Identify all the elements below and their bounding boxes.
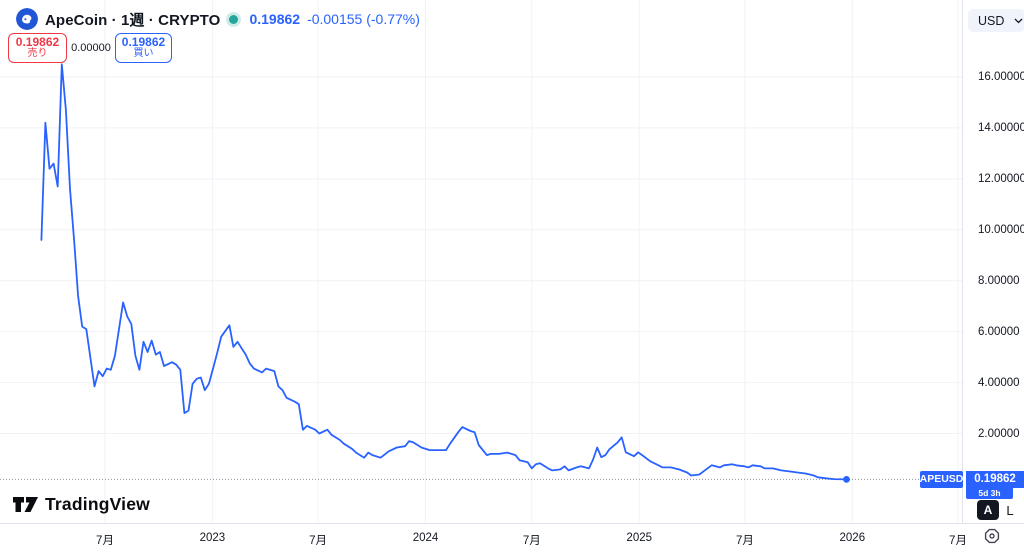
header-price-change: -0.00155 (-0.77%) [307,11,420,27]
time-tick-label: 7月 [949,535,966,547]
time-scale[interactable]: 7月 2023 7月 2024 7月 2025 7月 2026 7月 [0,523,1024,553]
price-tick-label: 10.00000 [978,223,1024,236]
time-tick-label: 2025 [626,532,653,544]
countdown-badge: 5d 3h [966,487,1013,499]
time-tick-label: 2024 [412,532,439,544]
price-tick-label: 8.00000 [978,274,1020,287]
price-tick-label: 2.00000 [978,427,1020,440]
chevron-down-icon [1014,18,1023,23]
currency-label: USD [978,13,1005,28]
spread-value: 0.00000 [71,42,111,54]
time-tick-label: 7月 [735,535,754,547]
chart-header: ApeCoin · 1週 · CRYPTO 0.19862 -0.00155 (… [16,6,420,32]
market-open-dot-icon [229,14,239,24]
price-tick-label: 16.00000 [978,71,1024,83]
tradingview-logo-text: TradingView [45,494,150,514]
auto-scale-button[interactable]: A [977,500,999,520]
tradingview-logo[interactable]: TradingView [13,494,150,515]
order-panel: 0.19862 売り 0.00000 0.19862 買い [8,33,172,63]
tradingview-logo-icon [13,497,38,512]
symbol-badge: APEUSD [920,470,963,488]
buy-button[interactable]: 0.19862 買い [115,33,172,63]
currency-selector[interactable]: USD [968,9,1024,32]
price-tick-label: 6.00000 [978,325,1020,338]
price-chart [0,0,962,523]
buy-price: 0.19862 [121,35,166,50]
price-scale[interactable]: USD 16.00000 14.00000 12.00000 10.00000 8.00… [962,0,1024,523]
sell-button[interactable]: 0.19862 売り [8,33,67,63]
buy-label: 買い [133,48,154,60]
time-tick-label: 2023 [199,532,226,544]
gridlines [0,0,962,523]
price-tick-label: 14.00000 [978,121,1024,134]
last-point-dot [843,476,850,483]
apecoin-logo-icon [16,8,38,30]
settings-gear-icon[interactable] [983,527,1001,545]
current-price-badge: 0.19862 [966,470,1024,488]
chart-plot-area[interactable] [0,0,962,523]
sell-label: 売り [27,48,48,60]
symbol-title[interactable]: ApeCoin · 1週 · CRYPTO [45,11,221,29]
log-scale-button[interactable]: L [1006,502,1014,518]
series-line [40,63,848,481]
price-tick-label: 12.00000 [978,172,1024,185]
time-tick-label: 2026 [839,532,866,544]
sell-price: 0.19862 [15,35,60,50]
header-last-price: 0.19862 [249,11,301,27]
price-tick-label: 4.00000 [978,376,1020,389]
time-tick-label: 7月 [522,535,541,547]
time-tick-label: 7月 [96,535,114,547]
time-tick-label: 7月 [309,535,328,547]
